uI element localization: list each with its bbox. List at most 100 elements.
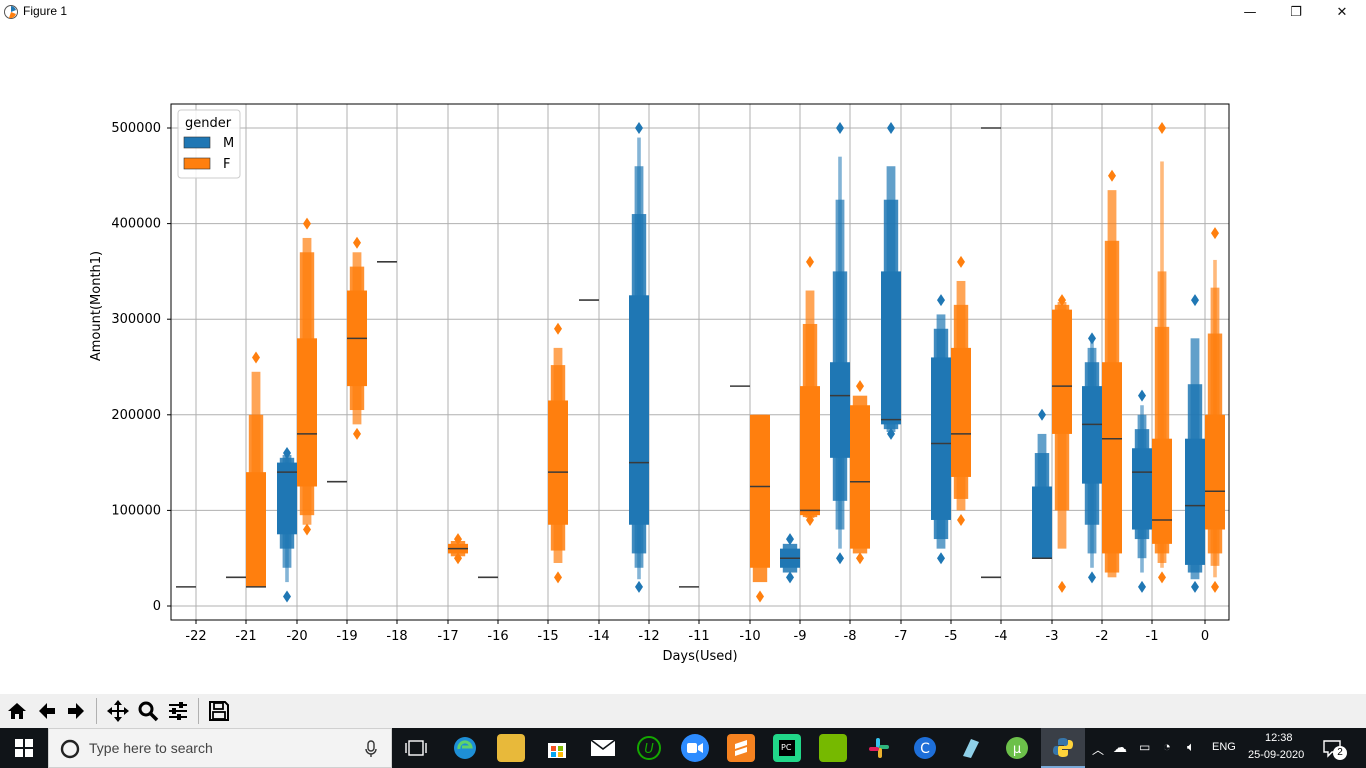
y-tick-label: 300000 bbox=[111, 312, 161, 327]
utorrent-icon[interactable]: μ bbox=[1003, 734, 1031, 762]
outlier-marker bbox=[554, 322, 562, 335]
outlier-marker bbox=[786, 571, 794, 584]
outlier-marker bbox=[1088, 332, 1096, 345]
x-tick-label: -7 bbox=[895, 629, 908, 644]
outlier-marker bbox=[756, 590, 764, 603]
clock-time[interactable]: 12:38 bbox=[1265, 732, 1293, 744]
outlier-marker bbox=[252, 351, 260, 364]
outlier-marker bbox=[283, 590, 291, 603]
slack-icon[interactable] bbox=[865, 734, 893, 762]
x-tick-label: -1 bbox=[1146, 629, 1159, 644]
edge-browser-icon[interactable] bbox=[451, 734, 479, 762]
outlier-marker bbox=[1191, 294, 1199, 307]
zoom-icon[interactable] bbox=[134, 697, 162, 725]
outlier-marker bbox=[836, 122, 844, 134]
x-tick-label: -3 bbox=[1046, 629, 1059, 644]
ccleaner-icon[interactable]: C bbox=[911, 734, 939, 762]
windows-logo-icon bbox=[15, 739, 33, 757]
outlier-marker bbox=[786, 533, 794, 546]
legend-label: M bbox=[223, 136, 234, 151]
mail-icon[interactable] bbox=[589, 734, 617, 762]
upwork-icon[interactable]: U bbox=[635, 734, 663, 762]
windows-taskbar: Type here to search U PC C μ ︿ ☁ ▭ ◔ 🔈︎ … bbox=[0, 728, 1366, 768]
outlier-marker bbox=[454, 552, 462, 565]
file-explorer-icon[interactable] bbox=[497, 734, 525, 762]
svg-text:U: U bbox=[644, 742, 654, 757]
box-level bbox=[881, 271, 901, 425]
outlier-marker bbox=[303, 217, 311, 230]
python-app-icon[interactable] bbox=[1041, 728, 1085, 768]
y-axis-label: Amount(Month1) bbox=[89, 251, 104, 361]
outlier-marker bbox=[887, 122, 895, 134]
x-tick-label: -11 bbox=[688, 629, 709, 644]
volume-icon[interactable]: 🔈︎ bbox=[1187, 739, 1195, 754]
zoom-app-icon[interactable] bbox=[681, 734, 709, 762]
x-tick-label: -19 bbox=[336, 629, 357, 644]
box-level bbox=[1052, 309, 1072, 434]
language-indicator[interactable]: ENG bbox=[1212, 741, 1236, 753]
microsoft-store-icon[interactable] bbox=[543, 734, 571, 762]
outlier-marker bbox=[806, 255, 814, 268]
x-tick-label: -15 bbox=[537, 629, 558, 644]
y-tick-label: 100000 bbox=[111, 503, 161, 518]
box-level bbox=[297, 338, 317, 487]
clock-date[interactable]: 25-09-2020 bbox=[1248, 749, 1305, 761]
x-tick-label: -8 bbox=[844, 629, 857, 644]
battery-icon[interactable]: ▭ bbox=[1139, 740, 1151, 754]
box-level bbox=[800, 386, 820, 516]
start-button[interactable] bbox=[0, 728, 48, 768]
forward-icon[interactable] bbox=[62, 697, 90, 725]
y-tick-label: 500000 bbox=[111, 121, 161, 136]
show-hidden-icons-icon[interactable]: ︿ bbox=[1092, 743, 1105, 757]
x-tick-label: -14 bbox=[588, 629, 609, 644]
outlier-marker bbox=[1191, 580, 1199, 593]
outlier-marker bbox=[1108, 169, 1116, 182]
search-placeholder: Type here to search bbox=[89, 740, 213, 756]
restore-button[interactable]: ❐ bbox=[1290, 4, 1302, 20]
outlier-marker bbox=[1088, 571, 1096, 584]
x-tick-label: -4 bbox=[995, 629, 1008, 644]
wifi-icon[interactable]: ◔ bbox=[1163, 739, 1171, 754]
x-tick-label: -22 bbox=[185, 629, 206, 644]
outlier-marker bbox=[1138, 389, 1146, 402]
outlier-marker bbox=[635, 122, 643, 134]
notifications-icon[interactable]: 2 bbox=[1322, 738, 1347, 760]
taskbar-search-box[interactable]: Type here to search bbox=[48, 728, 392, 768]
pycharm-icon[interactable]: PC bbox=[773, 734, 801, 762]
box-level bbox=[1032, 486, 1052, 559]
box-level bbox=[1205, 414, 1225, 530]
nvidia-icon[interactable] bbox=[819, 734, 847, 762]
save-icon[interactable] bbox=[205, 697, 233, 725]
x-tick-label: 0 bbox=[1201, 629, 1209, 644]
home-icon[interactable] bbox=[3, 697, 31, 725]
outlier-marker bbox=[887, 427, 895, 440]
axes-frame bbox=[170, 103, 1230, 621]
outlier-marker bbox=[856, 552, 864, 565]
box-level bbox=[1082, 386, 1102, 484]
x-tick-label: -9 bbox=[794, 629, 807, 644]
microphone-icon[interactable] bbox=[365, 740, 377, 758]
window-titlebar: Figure 1 — ❐ ✕ bbox=[0, 0, 1366, 24]
close-button[interactable]: ✕ bbox=[1336, 4, 1348, 20]
sublime-text-icon[interactable] bbox=[727, 734, 755, 762]
box-level bbox=[750, 414, 770, 568]
onedrive-icon[interactable]: ☁ bbox=[1113, 739, 1127, 755]
legend-title: gender bbox=[185, 116, 232, 131]
svg-text:PC: PC bbox=[781, 743, 792, 752]
back-icon[interactable] bbox=[33, 697, 61, 725]
configure-subplots-icon[interactable] bbox=[164, 697, 192, 725]
box-level bbox=[1132, 448, 1152, 530]
legend-label: F bbox=[223, 157, 230, 172]
notepad-icon[interactable] bbox=[957, 734, 985, 762]
x-tick-label: -18 bbox=[386, 629, 407, 644]
outlier-marker bbox=[283, 447, 291, 460]
minimize-button[interactable]: — bbox=[1243, 4, 1257, 20]
pan-icon[interactable] bbox=[104, 697, 132, 725]
legend-swatch bbox=[183, 136, 211, 149]
matplotlib-icon bbox=[4, 5, 18, 19]
box-level bbox=[548, 400, 568, 525]
box-level bbox=[850, 405, 870, 549]
x-tick-label: -17 bbox=[437, 629, 458, 644]
task-view-icon[interactable] bbox=[402, 734, 430, 762]
